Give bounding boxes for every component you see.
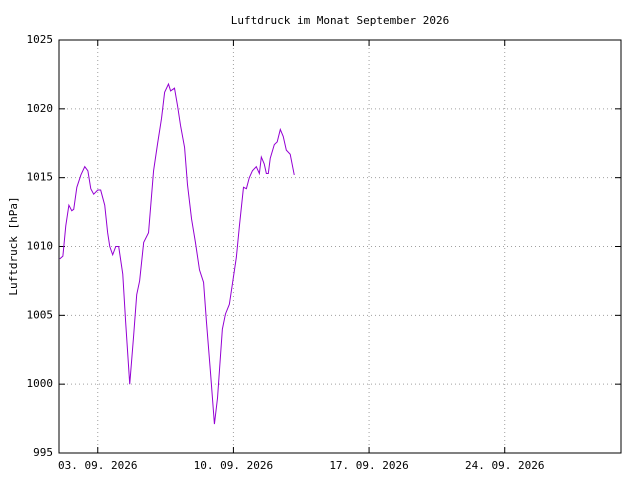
chart-title: Luftdruck im Monat September 2026	[231, 14, 450, 27]
y-tick-label: 1010	[27, 240, 54, 253]
y-tick-label: 1005	[27, 308, 54, 321]
y-tick-label: 1025	[27, 33, 54, 46]
y-tick-label: 1020	[27, 102, 54, 115]
y-tick-label: 1015	[27, 171, 54, 184]
y-axis-label: Luftdruck [hPa]	[7, 196, 20, 295]
x-tick-label: 03. 09. 2026	[58, 459, 137, 472]
y-tick-label: 995	[33, 446, 53, 459]
y-tick-label: 1000	[27, 377, 54, 390]
x-tick-label: 17. 09. 2026	[329, 459, 408, 472]
data-line	[59, 82, 295, 425]
x-tick-label: 10. 09. 2026	[194, 459, 273, 472]
x-tick-label: 24. 09. 2026	[465, 459, 544, 472]
plot-border	[58, 39, 622, 454]
